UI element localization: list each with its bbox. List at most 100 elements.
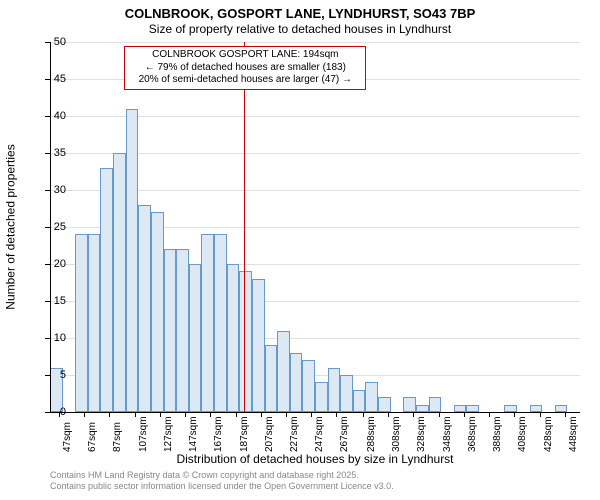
x-tick-label: 167sqm <box>213 416 224 452</box>
y-tick-label: 10 <box>40 332 66 344</box>
histogram-bar <box>328 368 341 412</box>
x-tick-label: 328sqm <box>416 416 427 452</box>
histogram-bar <box>530 405 543 412</box>
x-tick-label: 408sqm <box>517 416 528 452</box>
x-tick-mark <box>514 412 515 417</box>
x-tick-mark <box>413 412 414 417</box>
histogram-bar <box>378 397 391 412</box>
y-tick-label: 45 <box>40 73 66 85</box>
y-tick-label: 15 <box>40 295 66 307</box>
x-tick-label: 267sqm <box>339 416 350 452</box>
histogram-bar <box>100 168 113 412</box>
histogram-bar <box>227 264 240 412</box>
x-tick-label: 388sqm <box>492 416 503 452</box>
histogram-chart: COLNBROOK, GOSPORT LANE, LYNDHURST, SO43… <box>0 0 600 500</box>
x-tick-mark <box>489 412 490 417</box>
x-tick-label: 207sqm <box>264 416 275 452</box>
histogram-bar <box>454 405 467 412</box>
histogram-bar <box>277 331 290 412</box>
histogram-bar <box>88 234 101 412</box>
histogram-bar <box>252 279 265 412</box>
x-tick-mark <box>236 412 237 417</box>
x-tick-label: 368sqm <box>467 416 478 452</box>
x-tick-label: 87sqm <box>112 422 123 452</box>
x-tick-mark <box>185 412 186 417</box>
histogram-bar <box>164 249 177 412</box>
y-tick-label: 35 <box>40 147 66 159</box>
reference-line <box>244 42 245 412</box>
x-tick-label: 47sqm <box>62 422 73 452</box>
x-tick-mark <box>210 412 211 417</box>
x-tick-mark <box>59 412 60 417</box>
callout-box: COLNBROOK GOSPORT LANE: 194sqm ← 79% of … <box>124 46 366 90</box>
x-tick-mark <box>336 412 337 417</box>
y-tick-label: 0 <box>40 406 66 418</box>
callout-line-1: COLNBROOK GOSPORT LANE: 194sqm <box>129 49 361 62</box>
x-axis-label: Distribution of detached houses by size … <box>50 452 580 466</box>
y-axis-label: Number of detached properties <box>4 42 18 412</box>
footer-line-1: Contains HM Land Registry data © Crown c… <box>50 470 394 481</box>
x-tick-mark <box>84 412 85 417</box>
x-tick-mark <box>388 412 389 417</box>
histogram-bar <box>403 397 416 412</box>
y-tick-label: 25 <box>40 221 66 233</box>
footer-attribution: Contains HM Land Registry data © Crown c… <box>50 470 394 492</box>
x-tick-mark <box>439 412 440 417</box>
x-axis-line <box>50 412 580 413</box>
chart-title-main: COLNBROOK, GOSPORT LANE, LYNDHURST, SO43… <box>0 6 600 21</box>
x-tick-mark <box>565 412 566 417</box>
callout-line-2: ← 79% of detached houses are smaller (18… <box>129 62 361 75</box>
x-tick-label: 127sqm <box>163 416 174 452</box>
histogram-bar <box>555 405 568 412</box>
histogram-bar <box>416 405 429 412</box>
y-tick-label: 20 <box>40 258 66 270</box>
histogram-bar <box>265 345 278 412</box>
x-tick-label: 67sqm <box>87 422 98 452</box>
footer-line-2: Contains public sector information licen… <box>50 481 394 492</box>
histogram-bar <box>239 271 252 412</box>
chart-title-sub: Size of property relative to detached ho… <box>0 22 600 36</box>
y-tick-label: 30 <box>40 184 66 196</box>
histogram-bar <box>214 234 227 412</box>
x-tick-mark <box>160 412 161 417</box>
histogram-bar <box>176 249 189 412</box>
x-tick-label: 227sqm <box>289 416 300 452</box>
histogram-bar <box>466 405 479 412</box>
x-tick-mark <box>261 412 262 417</box>
histogram-bar <box>302 360 315 412</box>
y-tick-label: 5 <box>40 369 66 381</box>
x-tick-mark <box>363 412 364 417</box>
x-tick-mark <box>286 412 287 417</box>
histogram-bar <box>504 405 517 412</box>
histogram-bar <box>340 375 353 412</box>
histogram-bar <box>201 234 214 412</box>
histogram-bar <box>315 382 328 412</box>
x-tick-mark <box>540 412 541 417</box>
histogram-bar <box>151 212 164 412</box>
x-tick-label: 448sqm <box>568 416 579 452</box>
x-tick-label: 308sqm <box>391 416 402 452</box>
histogram-bar <box>429 397 442 412</box>
grid-line <box>50 42 580 43</box>
x-tick-label: 107sqm <box>138 416 149 452</box>
x-tick-label: 147sqm <box>188 416 199 452</box>
x-tick-label: 428sqm <box>543 416 554 452</box>
callout-line-3: 20% of semi-detached houses are larger (… <box>129 74 361 87</box>
x-tick-mark <box>135 412 136 417</box>
y-tick-label: 40 <box>40 110 66 122</box>
histogram-bar <box>126 109 139 412</box>
histogram-bar <box>353 390 366 412</box>
x-tick-label: 348sqm <box>442 416 453 452</box>
x-tick-mark <box>109 412 110 417</box>
histogram-bar <box>290 353 303 412</box>
x-tick-label: 247sqm <box>314 416 325 452</box>
x-tick-label: 187sqm <box>239 416 250 452</box>
histogram-bar <box>138 205 151 412</box>
histogram-bar <box>365 382 378 412</box>
histogram-bar <box>75 234 88 412</box>
x-tick-mark <box>464 412 465 417</box>
x-tick-mark <box>311 412 312 417</box>
histogram-bar <box>189 264 202 412</box>
histogram-bar <box>113 153 126 412</box>
x-tick-label: 288sqm <box>366 416 377 452</box>
